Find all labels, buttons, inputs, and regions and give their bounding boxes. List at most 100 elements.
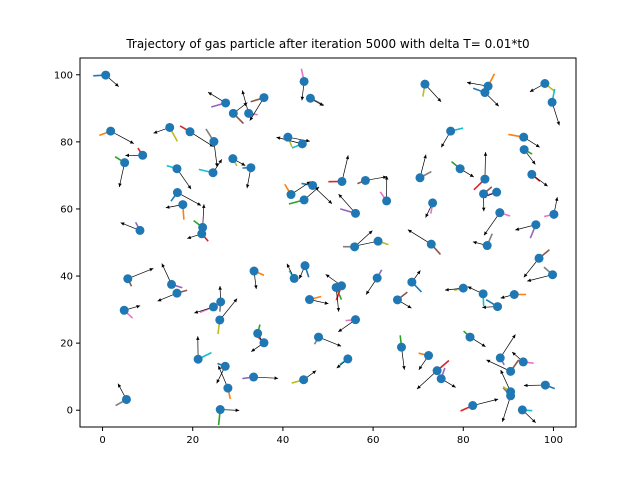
particle-marker [216, 297, 226, 307]
velocity-arrow-head [197, 202, 202, 206]
velocity-arrow-head [196, 336, 200, 340]
particle-marker [495, 208, 505, 218]
particle-marker [506, 366, 516, 376]
particle-marker [121, 394, 131, 404]
particle-marker [549, 209, 559, 219]
particle-marker [221, 98, 231, 108]
x-tick-label: 100 [544, 435, 563, 446]
velocity-arrow-head [243, 102, 248, 107]
particle-marker [193, 354, 203, 364]
particle-marker [518, 357, 528, 367]
velocity-arrow-head [299, 274, 303, 279]
velocity-arrow-head [161, 263, 165, 268]
velocity-arrow-head [153, 130, 158, 134]
velocity-arrow-head [118, 183, 122, 188]
particle-marker [249, 372, 259, 382]
velocity-arrow-head [120, 222, 125, 226]
velocity-arrow-head [286, 263, 291, 268]
particle-marker [223, 383, 233, 393]
velocity-arrow-head [218, 159, 222, 164]
velocity-arrow-head [246, 184, 250, 189]
velocity-arrow-head [366, 290, 370, 295]
particle-marker [228, 108, 238, 118]
velocity-arrow-head [500, 295, 505, 299]
particle-marker [519, 132, 529, 142]
velocity-arrow-head [300, 96, 305, 101]
particle-marker [337, 176, 347, 186]
particle-marker [209, 137, 219, 147]
particle-marker [228, 154, 238, 164]
particle-marker [392, 295, 402, 305]
particle-marker [373, 236, 383, 246]
y-tick-label: 80 [60, 137, 73, 148]
particle-marker [299, 375, 309, 385]
particle-marker [172, 164, 182, 174]
particle-marker [300, 261, 310, 271]
velocity-arrow-head [114, 82, 119, 87]
velocity-arrow-head [384, 175, 389, 180]
particle-marker [299, 76, 309, 86]
plot-frame [79, 57, 577, 428]
velocity-arrow-head [402, 365, 406, 370]
velocity-arrow-head [554, 197, 559, 201]
velocity-arrow-head [319, 102, 324, 106]
velocity-arrow-head [445, 287, 449, 292]
velocity-arrow-head [336, 307, 341, 312]
velocity-arrow-head [324, 301, 329, 305]
particle-marker [305, 93, 315, 103]
velocity-arrow-head [472, 241, 477, 245]
velocity-arrow-head [437, 97, 442, 102]
chart-title: Trajectory of gas particle after iterati… [125, 37, 529, 51]
particle-marker [517, 405, 527, 415]
particle-marker [351, 315, 361, 325]
velocity-arrow-head [500, 370, 504, 375]
velocity-arrow [499, 334, 516, 359]
y-tick-label: 100 [54, 70, 73, 81]
particle-marker [314, 332, 324, 342]
particle-marker [308, 180, 318, 190]
particle-marker [283, 132, 293, 142]
particle-marker [172, 188, 182, 198]
velocity-arrow [219, 298, 238, 321]
velocity-arrow-head [336, 364, 341, 369]
velocity-arrow-head [529, 88, 534, 92]
velocity-arrow-head [467, 286, 472, 290]
velocity-arrow-head [202, 204, 206, 208]
particle-marker [220, 361, 230, 371]
particle-marker [426, 239, 436, 249]
particle-marker [244, 108, 254, 118]
particle-marker [123, 274, 133, 284]
velocity-arrow [127, 268, 154, 280]
velocity-arrow-head [338, 194, 343, 198]
y-tick-label: 0 [67, 406, 73, 417]
velocity-arrow [483, 212, 501, 236]
velocity-arrow-head [276, 136, 281, 140]
particle-marker [138, 150, 148, 160]
y-axis: 0 20 40 60 80 100 [54, 70, 80, 417]
velocity-arrow-head [512, 334, 516, 339]
particle-marker [446, 126, 456, 136]
particle-marker [519, 145, 529, 155]
particle-marker [415, 173, 425, 183]
y-tick-label: 60 [60, 204, 73, 215]
velocity-arrow-head [254, 285, 258, 290]
particle-marker [548, 270, 558, 280]
velocity-arrow-head [483, 231, 488, 236]
particle-marker [478, 289, 488, 299]
velocity-arrow-head [501, 417, 506, 422]
particle-marker [185, 127, 195, 137]
velocity-arrow-head [306, 138, 310, 143]
velocity-arrow-head [233, 298, 238, 303]
particle-marker [396, 342, 406, 352]
velocity-arrow-head [117, 383, 122, 388]
particle-marker [172, 288, 182, 298]
velocity-arrow-head [187, 235, 192, 240]
particle-marker [120, 158, 130, 168]
y-tick-label: 40 [60, 272, 73, 283]
particle-marker [259, 93, 269, 103]
velocity-arrow-head [482, 305, 486, 309]
y-tick-label: 20 [60, 339, 73, 350]
particle-marker [135, 225, 145, 235]
particle-marker [495, 353, 505, 363]
